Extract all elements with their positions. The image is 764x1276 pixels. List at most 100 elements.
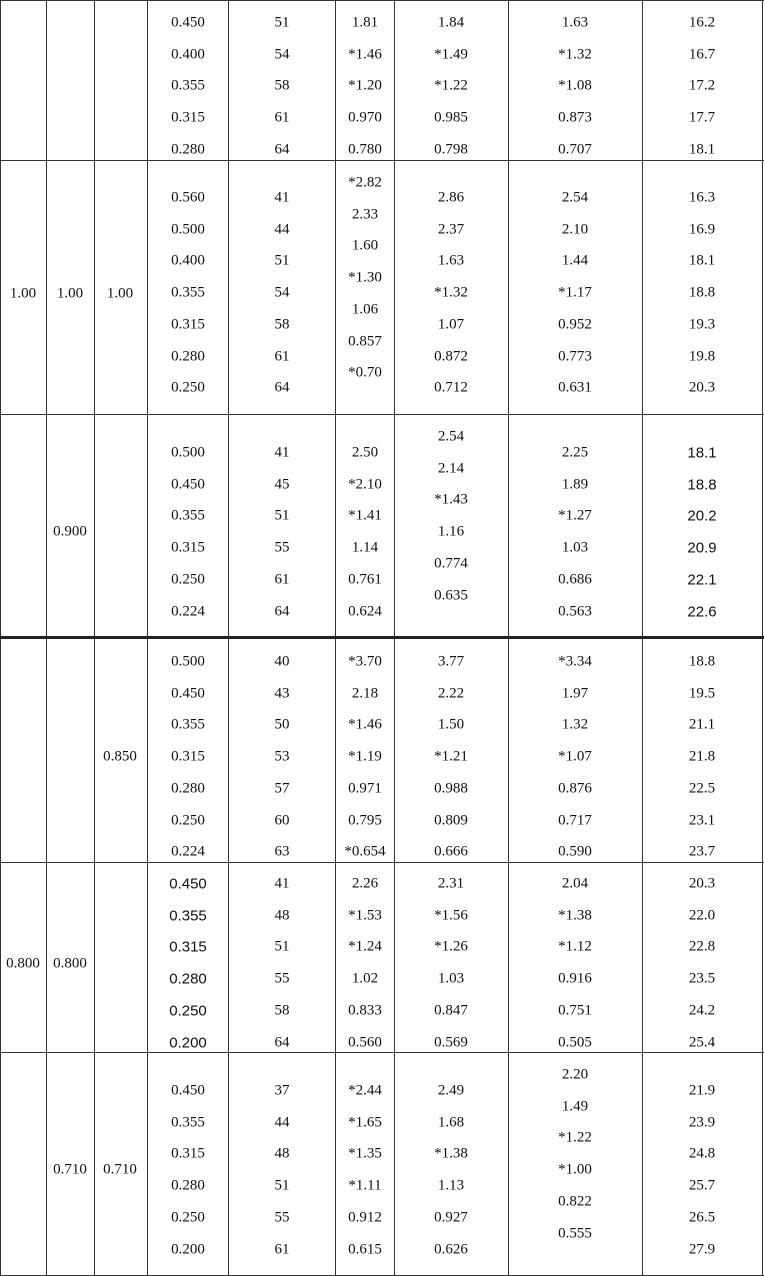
table-cell: 64 [274, 141, 290, 158]
table-cell: 1.49 [561, 1098, 589, 1115]
table-cell: *1.07 [558, 748, 592, 765]
table-cell: 0.450 [171, 14, 205, 31]
table-cell: 0.400 [171, 252, 205, 269]
table-cell: 55 [274, 970, 290, 987]
table-cell: *2.82 [348, 174, 382, 191]
table-cell: 26.5 [688, 1209, 716, 1226]
table-cell: 0.560 [348, 1034, 382, 1050]
table-cell: 22.1 [687, 571, 717, 589]
table-cell: 0.916 [558, 970, 592, 987]
table-cell: 16.2 [688, 14, 716, 31]
table-cell: 27.9 [688, 1241, 716, 1257]
table-cell: 0.280 [169, 970, 207, 988]
group-label: 0.900 [53, 523, 87, 540]
table-cell: 0.666 [434, 843, 468, 860]
table-cell: 2.54 [437, 428, 465, 445]
table-cell: 0.686 [558, 571, 592, 588]
table-cell: 0.873 [558, 109, 592, 126]
table-cell: 0.952 [558, 316, 592, 333]
table-cell: 0.280 [171, 141, 205, 158]
table-cell: 0.912 [348, 1209, 382, 1226]
table-cell: 0.569 [434, 1034, 468, 1050]
table-cell: 0.971 [348, 780, 382, 797]
table-cell: 19.5 [688, 685, 716, 702]
row-divider [0, 1052, 764, 1053]
table-cell: 1.02 [351, 970, 379, 987]
table-cell: 44 [274, 221, 290, 238]
table-cell: 0.280 [171, 1177, 205, 1194]
table-cell: 0.250 [171, 571, 205, 588]
table-cell: 0.355 [169, 907, 207, 925]
table-cell: 0.315 [171, 316, 205, 333]
table-cell: *1.20 [348, 77, 382, 94]
table-cell: *1.30 [348, 269, 382, 286]
table-cell: 2.86 [437, 189, 465, 206]
table-cell: 0.315 [169, 938, 207, 956]
table-cell: 51 [274, 1177, 290, 1194]
table-cell: 19.8 [688, 348, 716, 364]
table-cell: *2.10 [348, 476, 382, 493]
table-cell: 21.1 [688, 716, 716, 733]
group-label: 0.710 [53, 1161, 87, 1178]
table-cell: 19.3 [688, 316, 716, 333]
table-cell: 0.872 [434, 348, 468, 364]
table-cell: 0.355 [171, 77, 205, 94]
table-cell: 0.355 [171, 284, 205, 301]
table-cell: 0.809 [434, 812, 468, 828]
table-cell: 50 [274, 716, 290, 733]
table-cell: 23.5 [688, 970, 716, 987]
table-cell: 54 [274, 46, 290, 63]
table-cell: 0.833 [348, 1002, 382, 1019]
table-cell: 51 [274, 14, 290, 31]
table-cell: 60 [274, 812, 290, 828]
table-cell: *1.41 [348, 507, 382, 524]
table-cell: 0.315 [171, 748, 205, 765]
table-cell: 58 [274, 77, 290, 94]
table-cell: 1.68 [437, 1114, 465, 1131]
row-divider [0, 636, 764, 639]
table-cell: 0.280 [171, 780, 205, 797]
table-cell: 45 [274, 476, 290, 493]
table-cell: *0.654 [344, 843, 386, 860]
table-cell: 63 [274, 843, 290, 860]
table-cell: 2.37 [437, 221, 465, 238]
table-cell: 0.822 [558, 1193, 592, 1210]
table-cell: 0.500 [171, 444, 205, 461]
table-cell: *1.12 [558, 938, 592, 955]
table-cell: 0.450 [171, 476, 205, 493]
table-cell: *1.65 [348, 1114, 382, 1131]
table-cell: 41 [274, 189, 290, 206]
table-cell: *1.22 [434, 77, 468, 94]
table-cell: 2.25 [561, 444, 589, 461]
table-cell: 1.81 [351, 14, 379, 31]
table-cell: 55 [274, 1209, 290, 1226]
table-cell: 23.7 [688, 843, 716, 860]
table-cell: 2.14 [437, 460, 465, 477]
table-cell: 0.250 [169, 1002, 207, 1020]
table-cell: 51 [274, 252, 290, 269]
table-cell: 2.22 [437, 685, 465, 702]
table-cell: *1.08 [558, 77, 592, 94]
table-cell: 0.250 [171, 379, 205, 396]
table-cell: 1.50 [437, 716, 465, 733]
table-cell: 0.780 [348, 141, 382, 158]
table-cell: *1.19 [348, 748, 382, 765]
table-cell: 20.3 [688, 875, 716, 892]
table-cell: 0.970 [348, 109, 382, 126]
table-cell: 16.3 [688, 189, 716, 206]
table-cell: 22.8 [688, 938, 716, 955]
table-cell: 0.927 [434, 1209, 468, 1226]
table-cell: 0.795 [348, 812, 382, 828]
group-label: 1.00 [106, 285, 134, 302]
table-cell: 0.707 [558, 141, 592, 158]
table-cell: 20.9 [687, 539, 717, 557]
row-divider [0, 414, 764, 415]
table-cell: 0.450 [171, 1082, 205, 1099]
table-cell: *1.21 [434, 748, 468, 765]
table-cell: 1.32 [561, 716, 589, 733]
table-cell: 0.224 [171, 603, 205, 619]
group-label: 0.710 [103, 1161, 137, 1178]
table-cell: *1.35 [348, 1145, 382, 1162]
table-cell: *1.22 [558, 1129, 592, 1146]
table-cell: 1.44 [561, 252, 589, 269]
